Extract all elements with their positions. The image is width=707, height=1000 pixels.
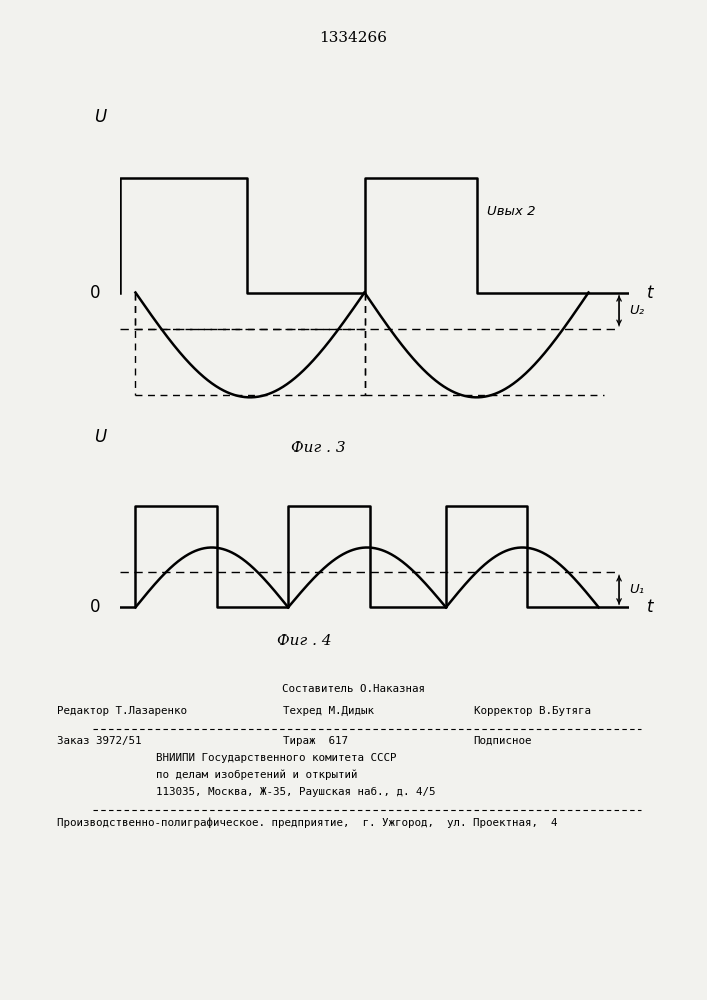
Text: Производственно-полиграфическое. предприятие,  г. Ужгород,  ул. Проектная,  4: Производственно-полиграфическое. предпри… <box>57 818 557 828</box>
Text: Техред М.Дидык: Техред М.Дидык <box>283 706 374 716</box>
Text: ВНИИПИ Государственного комитета СССР: ВНИИПИ Государственного комитета СССР <box>156 753 396 763</box>
Text: 1334266: 1334266 <box>320 31 387 45</box>
Text: по делам изобретений и открытий: по делам изобретений и открытий <box>156 770 357 780</box>
Text: Составитель О.Наказная: Составитель О.Наказная <box>282 684 425 694</box>
Text: Фиг . 3: Фиг . 3 <box>291 441 346 455</box>
Text: U₂: U₂ <box>629 304 644 317</box>
Text: U₁: U₁ <box>629 583 644 596</box>
Text: Заказ 3972/51: Заказ 3972/51 <box>57 736 141 746</box>
Text: 113035, Москва, Ж-35, Раушская наб., д. 4/5: 113035, Москва, Ж-35, Раушская наб., д. … <box>156 787 435 797</box>
Text: 0: 0 <box>90 598 100 616</box>
Text: Подписное: Подписное <box>474 736 532 746</box>
Text: t: t <box>647 284 653 302</box>
Text: t: t <box>647 598 653 616</box>
Text: Фиг . 4: Фиг . 4 <box>276 634 332 648</box>
Text: U: U <box>94 428 106 446</box>
Text: U: U <box>94 108 106 126</box>
Text: Редактор Т.Лазаренко: Редактор Т.Лазаренко <box>57 706 187 716</box>
Text: Тираж  617: Тираж 617 <box>283 736 348 746</box>
Text: Uвых 2: Uвых 2 <box>486 205 535 218</box>
Text: Корректор В.Бутяга: Корректор В.Бутяга <box>474 706 590 716</box>
Text: 0: 0 <box>90 284 100 302</box>
